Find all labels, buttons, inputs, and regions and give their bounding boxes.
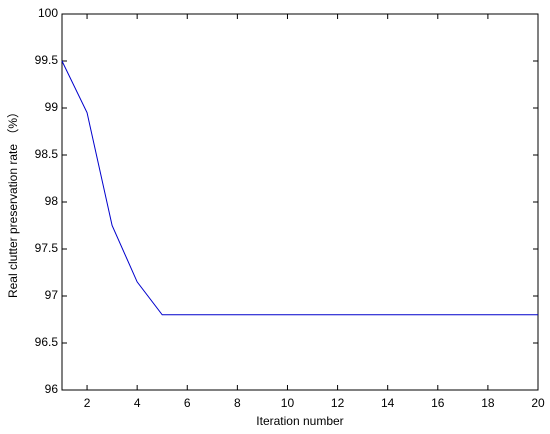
y-tick-label: 96.5	[35, 335, 59, 349]
y-axis-label: Real clutter preservation rate （%）	[6, 106, 20, 298]
x-tick-label: 16	[431, 396, 445, 410]
y-tick-label: 99	[45, 100, 59, 114]
x-tick-label: 2	[84, 396, 91, 410]
y-tick-label: 97.5	[35, 241, 59, 255]
x-tick-label: 12	[331, 396, 345, 410]
y-tick-label: 98	[45, 194, 59, 208]
y-tick-label: 96	[45, 382, 59, 396]
y-tick-label: 99.5	[35, 53, 59, 67]
x-tick-label: 4	[134, 396, 141, 410]
y-tick-label: 100	[38, 6, 58, 20]
data-line	[61, 60, 538, 316]
y-tick-label: 97	[45, 288, 59, 302]
x-axis-label: Iteration number	[256, 414, 343, 428]
x-tick-label: 20	[531, 396, 545, 410]
x-tick-label: 14	[381, 396, 395, 410]
x-tick-label: 8	[234, 396, 241, 410]
x-tick-label: 6	[184, 396, 191, 410]
y-tick-label: 98.5	[35, 147, 59, 161]
x-tick-label: 18	[481, 396, 495, 410]
plot-frame	[61, 13, 539, 391]
x-tick-label: 10	[281, 396, 295, 410]
